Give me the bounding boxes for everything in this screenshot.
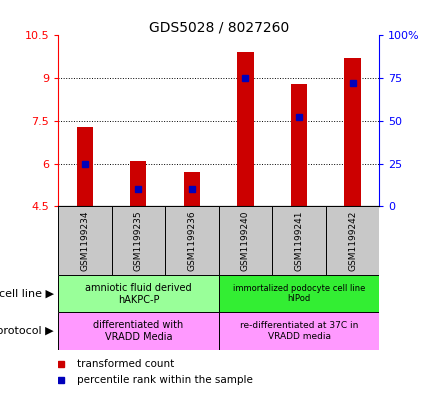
Bar — [344, 58, 360, 206]
Text: differentiated with
VRADD Media: differentiated with VRADD Media — [93, 320, 183, 342]
Bar — [58, 206, 111, 275]
Bar — [218, 206, 272, 275]
Text: immortalized podocyte cell line
hIPod: immortalized podocyte cell line hIPod — [232, 284, 364, 303]
Bar — [58, 312, 218, 350]
Bar — [272, 206, 325, 275]
Text: transformed count: transformed count — [77, 358, 174, 369]
Text: growth protocol ▶: growth protocol ▶ — [0, 326, 54, 336]
Bar — [237, 52, 253, 206]
Bar — [77, 127, 93, 206]
Text: GSM1199242: GSM1199242 — [347, 211, 356, 271]
Bar — [165, 206, 218, 275]
Bar — [58, 275, 218, 312]
Bar — [290, 84, 306, 206]
Bar — [184, 172, 200, 206]
Text: cell line ▶: cell line ▶ — [0, 289, 54, 299]
Bar — [130, 161, 146, 206]
Text: amniotic fluid derived
hAKPC-P: amniotic fluid derived hAKPC-P — [85, 283, 191, 305]
Text: re-differentiated at 37C in
VRADD media: re-differentiated at 37C in VRADD media — [239, 321, 357, 341]
Bar — [218, 275, 378, 312]
Bar — [325, 206, 378, 275]
Bar — [218, 312, 378, 350]
Bar — [111, 206, 165, 275]
Text: GSM1199235: GSM1199235 — [134, 210, 143, 271]
Text: GSM1199241: GSM1199241 — [294, 211, 303, 271]
Text: percentile rank within the sample: percentile rank within the sample — [77, 375, 253, 386]
Text: GSM1199236: GSM1199236 — [187, 210, 196, 271]
Title: GDS5028 / 8027260: GDS5028 / 8027260 — [148, 20, 288, 34]
Text: GSM1199234: GSM1199234 — [80, 211, 89, 271]
Text: GSM1199240: GSM1199240 — [240, 211, 249, 271]
